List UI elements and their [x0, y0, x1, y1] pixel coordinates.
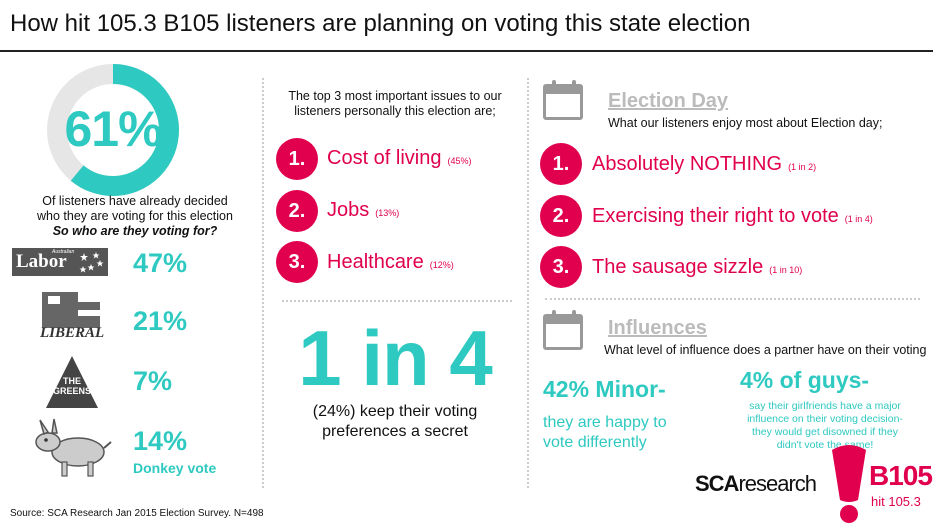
- calendar-ring-right: [572, 80, 576, 90]
- election-day-number-3: 3.: [540, 246, 582, 288]
- issue-item-2: Jobs (13%): [327, 199, 399, 222]
- column-divider-right: [527, 78, 529, 488]
- decided-percent: 61%: [64, 101, 162, 157]
- southern-cross-icon: [79, 252, 104, 273]
- election-day-label-3: The sausage sizzle: [592, 256, 764, 278]
- page-title: How hit 105.3 B105 listeners are plannin…: [10, 10, 751, 37]
- donkey-icon: [35, 418, 112, 477]
- section-divider: [545, 298, 920, 300]
- issues-intro-line-2: listeners personally this election are;: [294, 104, 496, 118]
- influences-title: Influences: [608, 317, 707, 339]
- source-note: Source: SCA Research Jan 2015 Election S…: [10, 508, 264, 519]
- title-divider: [0, 50, 933, 52]
- greens-logo-triangle-icon: [46, 356, 98, 408]
- guys-influence-text: say their girlfriends have a major influ…: [740, 400, 910, 452]
- greens-logo-line-1: THE: [63, 376, 81, 386]
- sca-logo-bold: SCA: [695, 471, 739, 496]
- election-day-calendar-icon: [543, 84, 583, 120]
- guys-line-2: influence on their voting decision-: [747, 413, 903, 425]
- greens-logo-line-2: GREENS: [52, 386, 91, 396]
- decided-donut-chart: [47, 64, 179, 196]
- b105-logo-subtext: hit 105.3: [871, 494, 921, 509]
- liberal-percent: 21%: [133, 306, 188, 336]
- greens-percent: 7%: [133, 366, 173, 396]
- guys-line-4: didn't vote the same!: [776, 439, 874, 451]
- labor-logo-small: Australian: [52, 249, 75, 255]
- labor-logo: Labor Australian: [12, 248, 108, 276]
- election-day-item-3: The sausage sizzle (1 in 10): [592, 256, 802, 279]
- election-day-label-2: Exercising their right to vote: [592, 205, 839, 227]
- minor-influence-heading: 42% Minor-: [543, 376, 666, 402]
- influences-subtitle: What level of influence does a partner h…: [604, 343, 927, 357]
- decided-line-1: Of listeners have already decided: [42, 194, 228, 208]
- guys-line-1: say their girlfriends have a major: [749, 400, 901, 412]
- b105-logo-text: B105: [869, 460, 933, 491]
- issue-number-1: 1.: [276, 138, 318, 180]
- election-day-number-2: 2.: [540, 195, 582, 237]
- guys-influence-heading: 4% of guys-: [740, 367, 870, 393]
- donkey-caption: Donkey vote: [133, 460, 217, 476]
- election-day-item-1: Absolutely NOTHING (1 in 2): [592, 153, 816, 176]
- secret-line-1: (24%) keep their voting: [312, 403, 478, 420]
- secret-line-2: preferences a secret: [322, 423, 468, 440]
- guys-line-3: they would get disowned if they: [752, 426, 898, 438]
- issue-item-1: Cost of living (45%): [327, 147, 472, 170]
- issue-label-3: Healthcare: [327, 251, 424, 273]
- b105-exclamation-logo-icon: [832, 445, 866, 523]
- election-day-label-1: Absolutely NOTHING: [592, 153, 783, 175]
- liberal-logo: LIBERAL: [38, 288, 104, 346]
- issues-intro-line-1: The top 3 most important issues to our: [288, 89, 502, 103]
- election-day-note-1: (1 in 2): [788, 162, 817, 172]
- decided-question: So who are they voting for?: [52, 224, 218, 238]
- minor-influence-text: they are happy to vote differently: [543, 413, 667, 453]
- liberal-logo-flag-icon: [42, 292, 100, 328]
- liberal-logo-text: LIBERAL: [40, 325, 105, 341]
- issue-label-1: Cost of living: [327, 147, 442, 169]
- calendar-ring-right-2: [572, 310, 576, 320]
- election-day-note-2: (1 in 4): [844, 214, 873, 224]
- issue-number-2: 2.: [276, 190, 318, 232]
- decided-line-2: who they are voting for this election: [37, 209, 233, 223]
- election-day-note-3: (1 in 10): [769, 265, 803, 275]
- issues-divider: [282, 300, 512, 302]
- secret-description: (24%) keep their voting preferences a se…: [270, 402, 520, 442]
- election-day-subtitle: What our listeners enjoy most about Elec…: [608, 116, 883, 130]
- labor-logo-text: Labor: [16, 251, 67, 272]
- minor-line-2: vote differently: [543, 434, 647, 451]
- issue-label-2: Jobs: [327, 199, 370, 221]
- secret-big-stat: 1 in 4: [298, 314, 492, 402]
- election-day-item-2: Exercising their right to vote (1 in 4): [592, 205, 873, 228]
- minor-line-1: they are happy to: [543, 414, 667, 431]
- greens-logo-text: THE GREENS: [44, 376, 100, 396]
- issue-pct-1: (45%): [447, 156, 472, 166]
- sca-research-logo: SCAresearch: [695, 471, 817, 497]
- decided-description: Of listeners have already decided who th…: [15, 194, 255, 239]
- issue-pct-3: (12%): [429, 260, 454, 270]
- influences-calendar-icon: [543, 314, 583, 350]
- calendar-ring-left-2: [552, 310, 556, 320]
- issue-number-3: 3.: [276, 241, 318, 283]
- issue-pct-2: (13%): [375, 208, 400, 218]
- election-day-title: Election Day: [608, 90, 729, 112]
- labor-percent: 47%: [133, 248, 188, 278]
- sca-logo-rest: research: [738, 471, 817, 496]
- column-divider-left: [262, 78, 264, 488]
- donut-progress-arc: [47, 64, 179, 196]
- donkey-percent: 14%: [133, 426, 188, 456]
- issues-intro: The top 3 most important issues to our l…: [280, 89, 510, 119]
- calendar-ring-left: [552, 80, 556, 90]
- election-day-number-1: 1.: [540, 143, 582, 185]
- issue-item-3: Healthcare (12%): [327, 251, 454, 274]
